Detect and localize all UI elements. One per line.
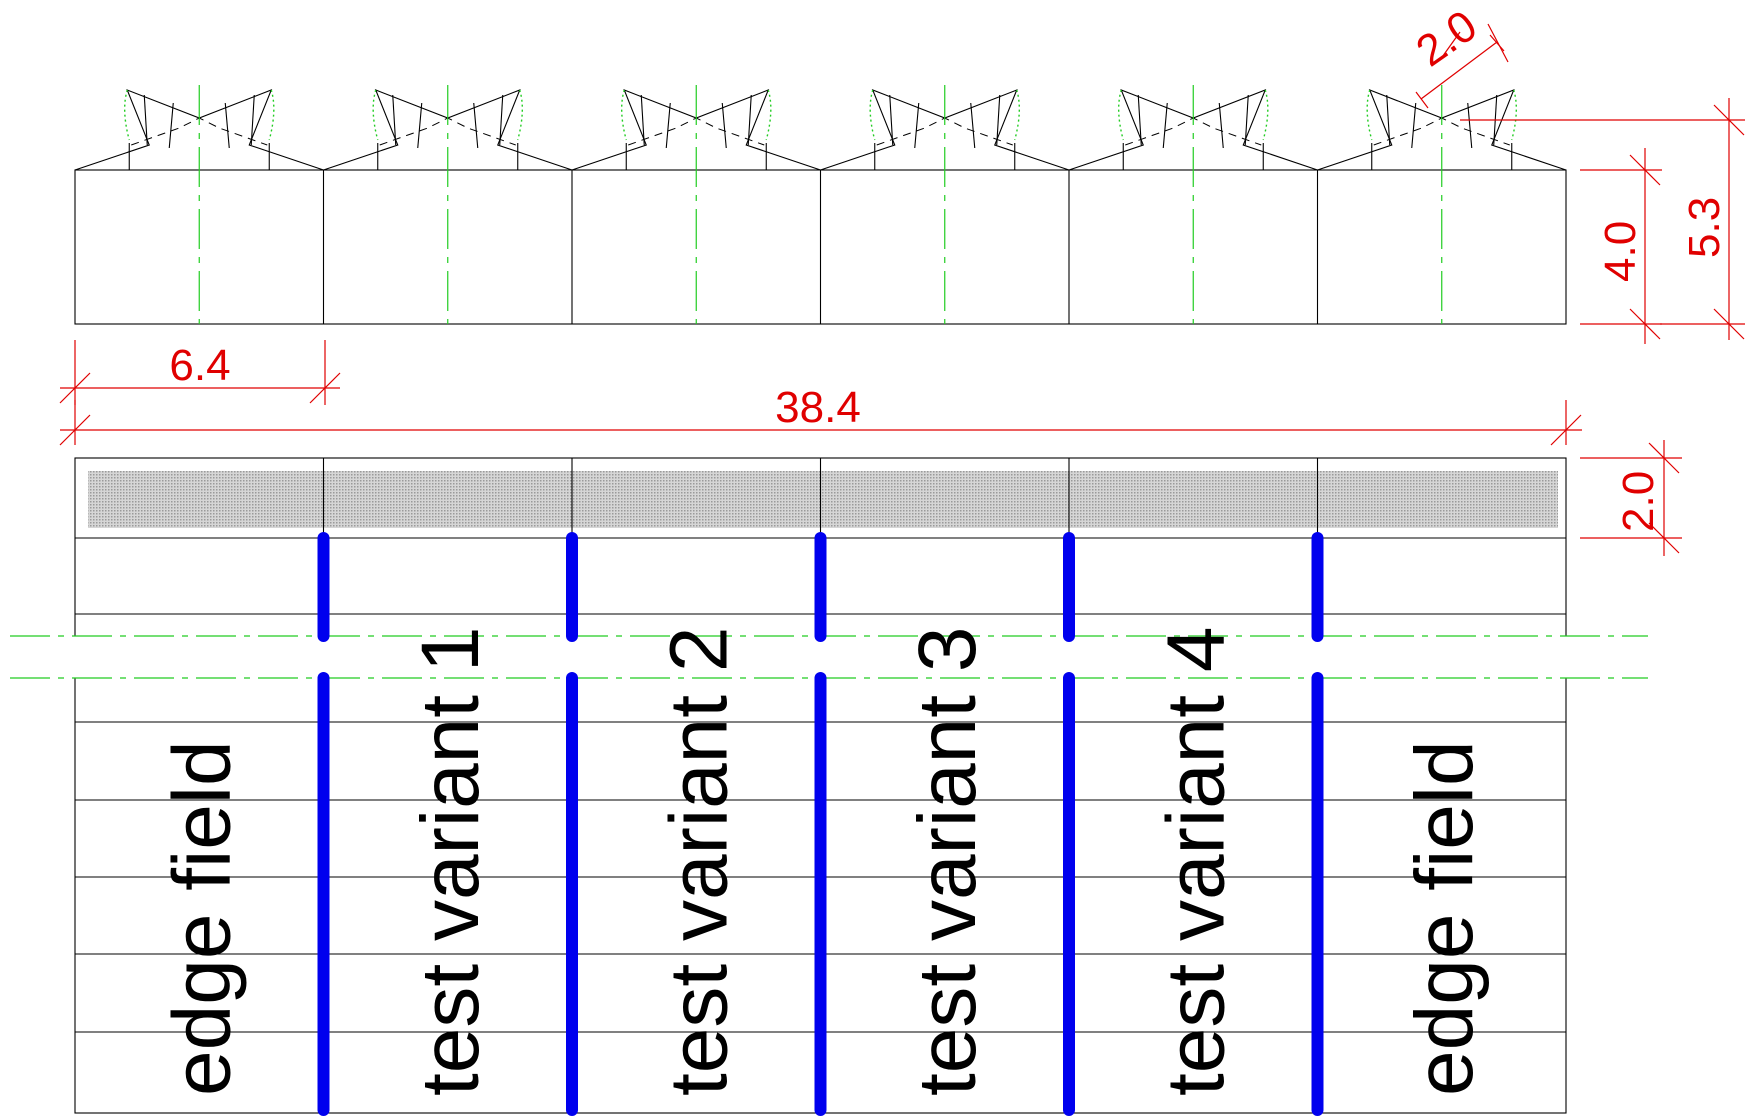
field-labels: edge field test variant 1 test variant 2 te… — [156, 627, 1490, 1096]
dim-label-strip-height: 2.0 — [1614, 471, 1663, 532]
dim-label-tooth-width: 2.0 — [1408, 1, 1486, 76]
dimension-tooth-width: 2.0 — [1408, 1, 1509, 109]
dim-label-body-height: 4.0 — [1596, 221, 1645, 282]
dim-label-total-width: 38.4 — [775, 383, 861, 432]
tooth — [820, 85, 1070, 324]
tooth — [323, 85, 573, 324]
blue-separators — [317, 532, 1324, 1116]
tooth — [1068, 85, 1318, 324]
dimension-total-width: 38.4 — [59, 383, 1582, 446]
tooth — [571, 85, 821, 324]
break-gap — [0, 636, 1747, 678]
plan-view: edge field test variant 1 test variant 2 te… — [0, 457, 1747, 1116]
teeth-profile — [74, 85, 1567, 324]
plan-column-lines — [322, 458, 1319, 538]
dimension-body-height: 4.0 — [1580, 148, 1662, 344]
hatched-strip — [88, 471, 1558, 528]
tooth — [74, 85, 324, 324]
field-label: edge field — [156, 740, 247, 1096]
tooth — [1317, 85, 1567, 324]
dim-label-total-height: 5.3 — [1680, 197, 1729, 258]
dimension-strip-height: 2.0 — [1580, 440, 1682, 556]
dimension-total-height: 5.3 — [1460, 98, 1745, 340]
field-label: edge field — [1399, 740, 1490, 1096]
field-label: test variant 1 — [405, 627, 496, 1096]
elevation-dividers — [322, 170, 1319, 324]
dim-label-segment-width: 6.4 — [169, 341, 230, 390]
field-label: test variant 2 — [653, 627, 744, 1096]
field-label: test variant 3 — [902, 627, 993, 1096]
side-elevation — [74, 85, 1567, 325]
dimension-segment-width: 6.4 — [59, 340, 341, 405]
field-label: test variant 4 — [1150, 627, 1241, 1096]
